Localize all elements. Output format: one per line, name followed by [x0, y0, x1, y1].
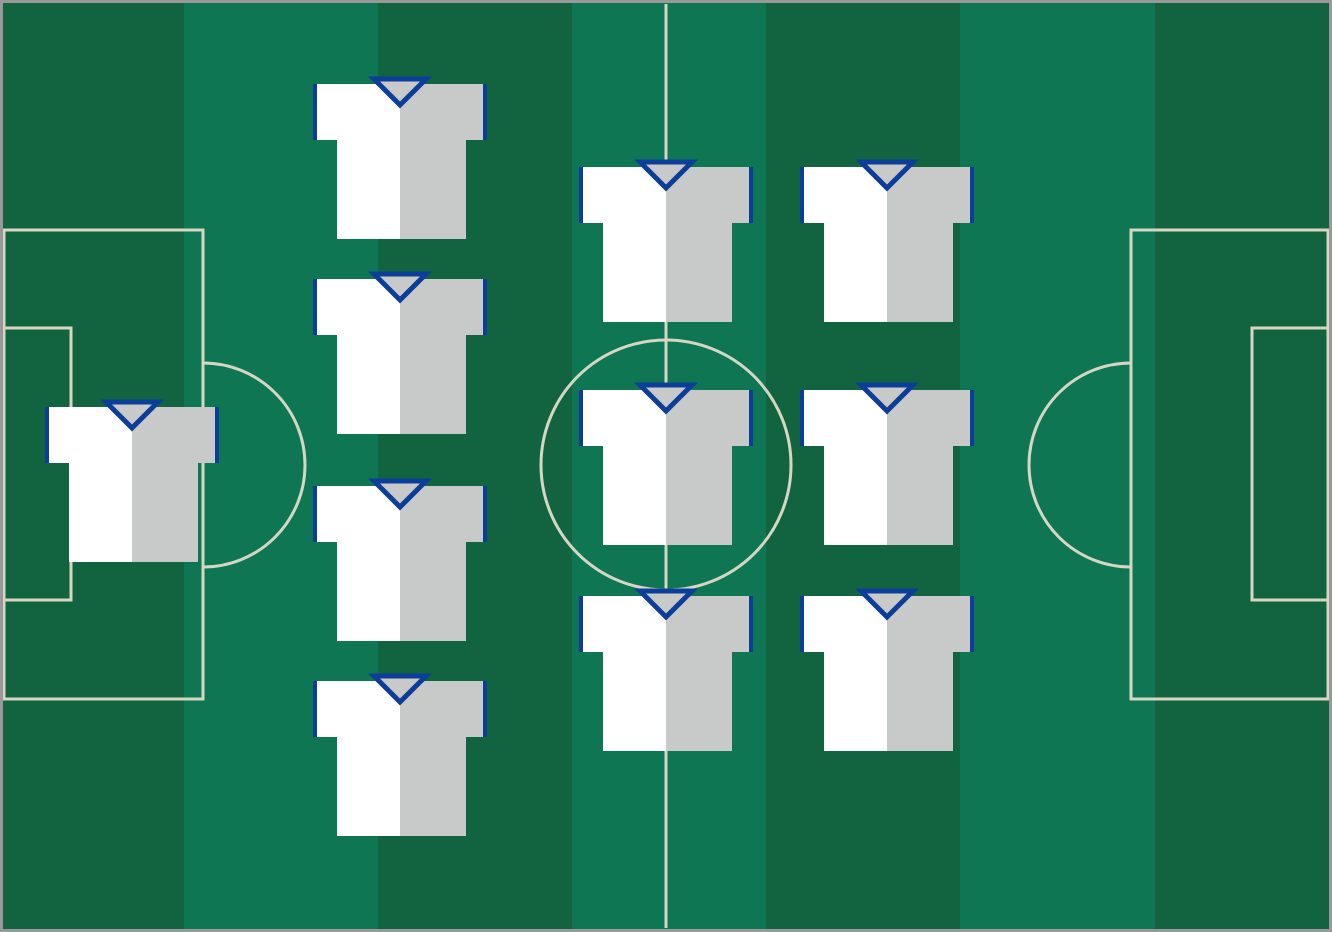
player-shirt-defender-1: [313, 79, 487, 239]
player-shirt-forward-3: [800, 591, 974, 751]
player-shirt-goalkeeper: [45, 402, 219, 562]
pitch-stripe: [1155, 0, 1332, 932]
player-shirt-forward-1: [800, 162, 974, 322]
player-shirt-defender-4: [313, 676, 487, 836]
player-shirt-defender-3: [313, 481, 487, 641]
player-shirt-midfielder-2: [579, 385, 753, 545]
player-shirt-defender-2: [313, 274, 487, 434]
player-shirt-midfielder-3: [579, 591, 753, 751]
player-shirt-forward-2: [800, 385, 974, 545]
player-shirt-midfielder-1: [579, 162, 753, 322]
pitch-stripe: [960, 0, 1155, 932]
